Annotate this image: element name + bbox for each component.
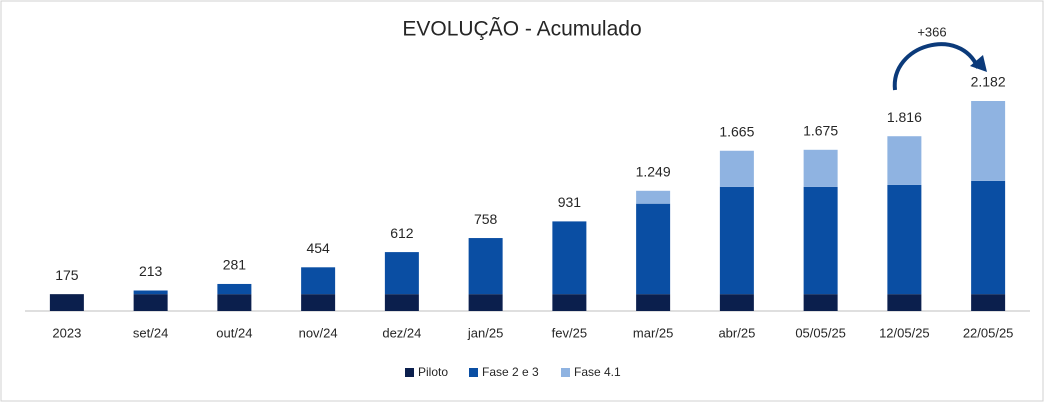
- total-label: 931: [558, 194, 582, 210]
- x-tick-label: nov/24: [299, 325, 338, 340]
- bar-segment: [49, 294, 84, 311]
- x-tick-label: 2023: [52, 325, 81, 340]
- bar-segment: [301, 294, 336, 311]
- bar-segment: [803, 294, 838, 311]
- total-label: 612: [390, 225, 414, 241]
- total-label: 175: [55, 267, 79, 283]
- x-tick-label: jan/25: [467, 325, 503, 340]
- total-label: 454: [306, 240, 330, 256]
- bar-segment: [971, 294, 1006, 311]
- bar-segment: [971, 101, 1006, 181]
- total-label: 281: [223, 257, 247, 273]
- total-label: 2.182: [971, 74, 1006, 90]
- bar-segment: [636, 190, 671, 204]
- total-label: 1.249: [636, 163, 671, 179]
- bar-segment: [971, 180, 1006, 295]
- x-tick-label: dez/24: [382, 325, 421, 340]
- legend-swatch: [561, 368, 570, 377]
- bar-segment: [384, 294, 419, 311]
- bar-segment: [803, 149, 838, 187]
- bar-segment: [552, 294, 587, 311]
- bar-segment: [217, 294, 252, 311]
- total-label: 758: [474, 211, 498, 227]
- x-tick-label: 05/05/25: [795, 325, 846, 340]
- chart-title: EVOLUÇÃO - Acumulado: [402, 17, 641, 41]
- x-tick-label: out/24: [216, 325, 252, 340]
- bar-segment: [133, 294, 168, 311]
- x-tick-label: abr/25: [718, 325, 755, 340]
- bar-segment: [887, 136, 922, 185]
- bar-segment: [803, 186, 838, 295]
- legend-swatch: [469, 368, 478, 377]
- bar-segment: [468, 238, 503, 295]
- total-label: 1.665: [719, 123, 754, 139]
- bar-segment: [133, 290, 168, 295]
- x-tick-label: set/24: [133, 325, 168, 340]
- total-label: 1.675: [803, 122, 838, 138]
- bar-segment: [301, 267, 336, 295]
- legend-label: Fase 2 e 3: [482, 365, 539, 379]
- x-tick-label: 22/05/25: [963, 325, 1014, 340]
- bar-segment: [552, 221, 587, 295]
- arrow-head: [970, 55, 987, 72]
- bar-segment: [887, 184, 922, 295]
- legend-label: Piloto: [418, 365, 448, 379]
- bar-segment: [636, 203, 671, 295]
- total-label: 213: [139, 263, 163, 279]
- arrow: [892, 42, 980, 91]
- total-label: 1.816: [887, 109, 922, 125]
- legend-swatch: [405, 368, 414, 377]
- x-tick-label: 12/05/25: [879, 325, 930, 340]
- bar-segment: [887, 294, 922, 311]
- x-tick-label: mar/25: [633, 325, 673, 340]
- annotation: +366: [917, 24, 946, 39]
- bar-segment: [468, 294, 503, 311]
- x-tick-label: fev/25: [552, 325, 587, 340]
- bar-segment: [636, 294, 671, 311]
- bar-segment: [719, 150, 754, 187]
- bar-segment: [217, 283, 252, 295]
- bar-segment: [384, 252, 419, 295]
- bar-segment: [719, 294, 754, 311]
- legend-label: Fase 4.1: [574, 365, 621, 379]
- bar-segment: [719, 186, 754, 295]
